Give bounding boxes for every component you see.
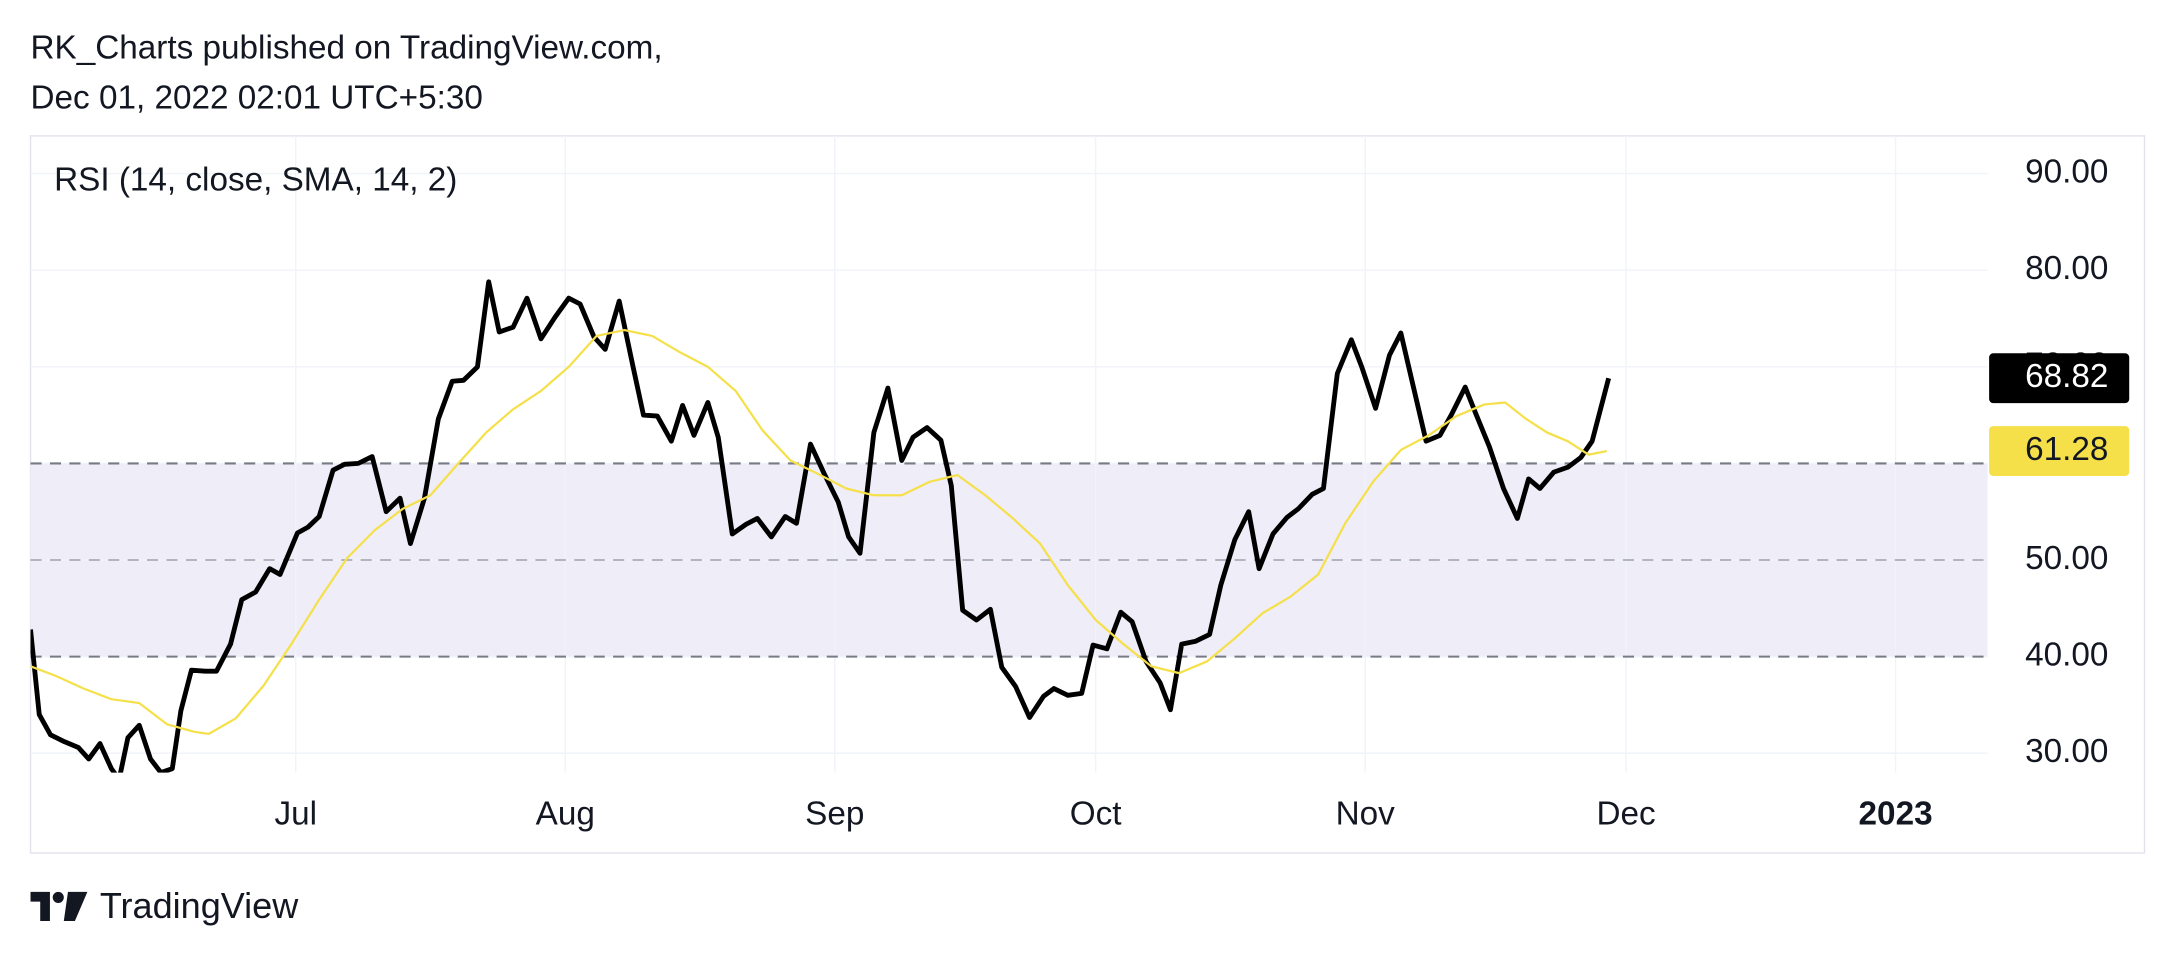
- plot-area: [30, 135, 1988, 773]
- last-value-label: 68.82: [2025, 358, 2108, 395]
- x-tick-label: Dec: [1596, 795, 1655, 832]
- x-tick-label: 2023: [1859, 795, 1933, 832]
- series-line: [30, 328, 1608, 735]
- header-line1: RK_Charts published on TradingView.com,: [31, 30, 663, 67]
- last-value-box: [1989, 426, 2130, 477]
- header-line2: Dec 01, 2022 02:01 UTC+5:30: [31, 80, 483, 117]
- x-tick-label: Oct: [1070, 795, 1122, 832]
- plot-clip: [30, 135, 1988, 773]
- x-tick-label: Sep: [805, 795, 864, 832]
- axes: JulAugSepOctNovDec202330.0040.0050.0060.…: [274, 153, 2130, 832]
- y-tick-label: 50.00: [2025, 540, 2108, 577]
- series-line: [30, 279, 1611, 773]
- x-tick-label: Jul: [274, 795, 317, 832]
- y-tick-label: 30.00: [2025, 733, 2108, 770]
- y-tick-label: 90.00: [2025, 153, 2108, 190]
- x-tick-label: Nov: [1336, 795, 1396, 832]
- y-tick-label: 40.00: [2025, 636, 2108, 673]
- brand-name: TradingView: [100, 885, 299, 926]
- last-value-box: [1989, 353, 2130, 404]
- x-tick-label: Aug: [536, 795, 595, 832]
- indicator-title: RSI (14, close, SMA, 14, 2): [54, 161, 457, 198]
- y-tick-label: 80.00: [2025, 250, 2108, 287]
- last-value-label: 61.28: [2025, 431, 2108, 468]
- brand-logo: [30, 891, 88, 921]
